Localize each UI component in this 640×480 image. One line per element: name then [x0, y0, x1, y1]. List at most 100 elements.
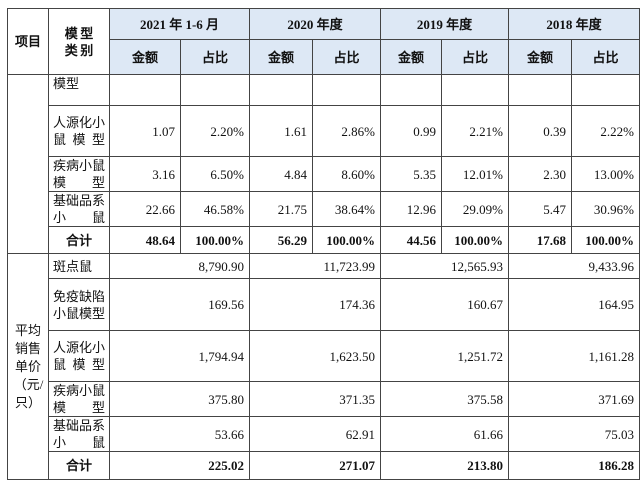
table-cell: 48.64	[109, 226, 181, 254]
table-row: 模型	[7, 74, 640, 254]
amount-header: 金额	[380, 39, 442, 75]
table-cell: 371.35	[249, 381, 381, 417]
table-cell	[441, 74, 509, 106]
table-row: 疾病小鼠模型 3.16 6.50% 4.84 8.60% 5.35 12.01%…	[8, 156, 640, 192]
table-cell	[249, 74, 313, 106]
table-row: 基础品系小鼠 53.66 62.91 61.66 75.03	[8, 416, 640, 452]
table-cell: 12,565.93	[380, 253, 509, 279]
table-cell: 186.28	[508, 451, 640, 480]
row-label: 基础品系小鼠	[48, 416, 110, 452]
period-2018: 2018 年度	[508, 8, 640, 40]
ratio-header: 占比	[571, 39, 640, 75]
row-label: 免疫缺陷小鼠模型	[48, 278, 110, 331]
row-label: 基础品系小鼠	[48, 191, 110, 227]
table-cell: 61.66	[380, 416, 509, 452]
table-row: 免疫缺陷小鼠模型 169.56 174.36 160.67 164.95	[8, 278, 640, 331]
table-cell: 12.96	[380, 191, 442, 227]
table-cell: 1,623.50	[249, 330, 381, 382]
table-cell: 1,251.72	[380, 330, 509, 382]
amount-header: 金额	[109, 39, 181, 75]
table-cell: 100.00%	[180, 226, 250, 254]
table-cell: 75.03	[508, 416, 640, 452]
table-cell: 213.80	[380, 451, 509, 480]
row-label: 疾病小鼠模型	[48, 381, 110, 417]
table-cell: 169.56	[109, 278, 250, 331]
table-cell: 29.09%	[441, 191, 509, 227]
table-row: 人源化小鼠模型 1,794.94 1,623.50 1,251.72 1,161…	[8, 330, 640, 382]
table-cell: 371.69	[508, 381, 640, 417]
price-section-label: 平均销售单价（元/只）	[7, 253, 49, 480]
table-row: 疾病小鼠模型 375.80 371.35 375.58 371.69	[8, 381, 640, 417]
amount-header: 金额	[508, 39, 572, 75]
table-cell: 100.00%	[441, 226, 509, 254]
row-label: 斑点鼠	[48, 253, 110, 279]
header-model-type: 模型类别	[48, 8, 110, 75]
table-cell: 38.64%	[312, 191, 381, 227]
amount-header: 金额	[249, 39, 313, 75]
table-cell: 5.35	[380, 156, 442, 192]
table-cell: 44.56	[380, 226, 442, 254]
table-cell: 0.39	[508, 105, 572, 157]
table-cell	[571, 74, 640, 106]
row-label: 合计	[48, 226, 110, 254]
table-row: 人源化小鼠模型 1.07 2.20% 1.61 2.86% 0.99 2.21%…	[8, 105, 640, 157]
period-2019: 2019 年度	[380, 8, 509, 40]
table-cell: 160.67	[380, 278, 509, 331]
table-cell: 3.16	[109, 156, 181, 192]
table-cell: 174.36	[249, 278, 381, 331]
table-cell: 62.91	[249, 416, 381, 452]
table-cell	[180, 74, 250, 106]
period-2020: 2020 年度	[249, 8, 381, 40]
row-label: 人源化小鼠模型	[48, 105, 110, 157]
table-cell: 164.95	[508, 278, 640, 331]
table-cell: 2.22%	[571, 105, 640, 157]
ratio-header: 占比	[180, 39, 250, 75]
table-cell: 271.07	[249, 451, 381, 480]
table-cell: 375.80	[109, 381, 250, 417]
table-cell: 100.00%	[571, 226, 640, 254]
table-cell	[109, 74, 181, 106]
table-cell: 100.00%	[312, 226, 381, 254]
table-cell: 5.47	[508, 191, 572, 227]
row-label: 疾病小鼠模型	[48, 156, 110, 192]
table-cell: 8,790.90	[109, 253, 250, 279]
table-cell: 2.86%	[312, 105, 381, 157]
table-cell: 1.07	[109, 105, 181, 157]
header-item: 项目	[7, 8, 49, 75]
table-cell: 8.60%	[312, 156, 381, 192]
table-cell	[312, 74, 381, 106]
table-cell: 13.00%	[571, 156, 640, 192]
table-cell: 56.29	[249, 226, 313, 254]
table-cell: 12.01%	[441, 156, 509, 192]
table-cell: 225.02	[109, 451, 250, 480]
table-cell: 375.58	[380, 381, 509, 417]
ratio-header: 占比	[312, 39, 381, 75]
row-label: 人源化小鼠模型	[48, 330, 110, 382]
row-label: 合计	[48, 451, 110, 480]
table-cell: 1,794.94	[109, 330, 250, 382]
total-row: 合计 48.64 100.00% 56.29 100.00% 44.56 100…	[8, 226, 640, 254]
header-row-periods: 项目 模型类别 2021 年 1-6 月 2020 年度 2019 年度 201…	[7, 8, 640, 75]
table-cell: 2.21%	[441, 105, 509, 157]
table-cell: 6.50%	[180, 156, 250, 192]
period-2021h1: 2021 年 1-6 月	[109, 8, 250, 40]
table-cell: 2.20%	[180, 105, 250, 157]
total-row: 合计 225.02 271.07 213.80 186.28	[8, 451, 640, 480]
table-cell: 46.58%	[180, 191, 250, 227]
ratio-header: 占比	[441, 39, 509, 75]
table-cell: 11,723.99	[249, 253, 381, 279]
table-cell: 30.96%	[571, 191, 640, 227]
table-cell: 21.75	[249, 191, 313, 227]
table-cell: 2.30	[508, 156, 572, 192]
table-cell	[508, 74, 572, 106]
table-cell: 53.66	[109, 416, 250, 452]
table-cell: 1,161.28	[508, 330, 640, 382]
price-section-text: 平均销售单价（元/只）	[13, 322, 44, 410]
table-cell: 17.68	[508, 226, 572, 254]
table-cell: 1.61	[249, 105, 313, 157]
row-label: 模型	[48, 74, 110, 106]
data-table: 项目 模型类别 2021 年 1-6 月 2020 年度 2019 年度 201…	[7, 8, 640, 480]
table-cell: 9,433.96	[508, 253, 640, 279]
header-row-metrics: 金额 占比 金额 占比 金额 占比 金额 占比	[8, 39, 640, 75]
table-cell: 0.99	[380, 105, 442, 157]
